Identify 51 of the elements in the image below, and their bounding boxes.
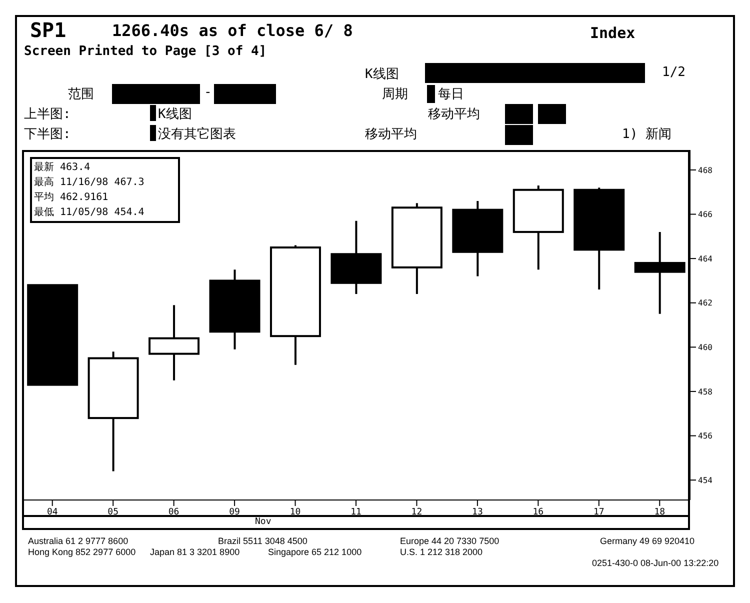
text: - [204, 85, 212, 100]
x-tick-label: 13 [472, 507, 483, 518]
x-tick-label: 12 [411, 507, 422, 518]
text: Europe 44 20 7330 7500 [400, 536, 500, 546]
text: Screen Printed to Page [3 of 4] [24, 44, 267, 59]
x-axis-title: Nov [255, 517, 272, 527]
text: Australia 61 2 9777 8600 [28, 536, 128, 546]
x-tick-label: 09 [229, 507, 240, 518]
x-tick-label: 05 [108, 507, 119, 518]
text: Hong Kong 852 2977 6000 [28, 547, 136, 557]
x-tick-label: 17 [593, 507, 604, 518]
y-tick-label: 458 [698, 387, 713, 396]
x-tick-label: 04 [46, 507, 58, 518]
text: Japan 81 3 3201 8900 [150, 547, 240, 557]
y-tick-label: 466 [698, 210, 713, 220]
x-tick-label: 18 [654, 507, 666, 518]
text: K线图 [158, 106, 192, 123]
text: U.S. 1 212 318 2000 [400, 547, 483, 557]
chart-title: SP1 [30, 18, 66, 42]
text: Index [590, 24, 636, 42]
annotation: 平均 462.9161 [34, 191, 108, 204]
chart-subtitle: 1266.40s as of close 6/ 8 [112, 21, 353, 40]
text: 范围 [68, 86, 94, 103]
annotation: 最新 463.4 [34, 160, 90, 174]
y-tick-label: 462 [698, 298, 713, 308]
text: K线图 [365, 66, 399, 83]
y-tick-label: 454 [698, 476, 713, 485]
y-tick-label: 456 [698, 432, 713, 441]
text: 上半图: [24, 106, 71, 123]
text: Singapore 65 212 1000 [268, 547, 362, 557]
y-tick-label: 460 [698, 342, 713, 352]
text: 没有其它图表 [158, 126, 236, 143]
text: 1/2 [662, 65, 686, 80]
text: 0251-430-0 08-Jun-00 13:22:20 [592, 558, 719, 568]
text: Brazil 5511 3048 4500 [218, 536, 308, 546]
text: 下半图: [24, 126, 71, 143]
text: Germany 49 69 920410 [600, 536, 695, 546]
x-tick-label: 11 [350, 507, 362, 518]
text: 移动平均 [365, 126, 417, 143]
annotation: 最高 11/16/98 467.3 [34, 176, 144, 189]
text: 每日 [438, 86, 464, 103]
y-tick-label: 464 [698, 254, 713, 264]
x-tick-label: 06 [168, 507, 180, 518]
annotation: 最低 11/05/98 454.4 [34, 206, 144, 219]
text: 1) 新闻 [622, 126, 672, 143]
candlestick [634, 230, 686, 315]
x-tick-label: 10 [290, 507, 301, 518]
y-tick-label: 468 [698, 166, 713, 175]
text: 周期 [382, 86, 408, 103]
text: 移动平均 [428, 106, 480, 123]
x-tick-label: 16 [532, 507, 544, 518]
